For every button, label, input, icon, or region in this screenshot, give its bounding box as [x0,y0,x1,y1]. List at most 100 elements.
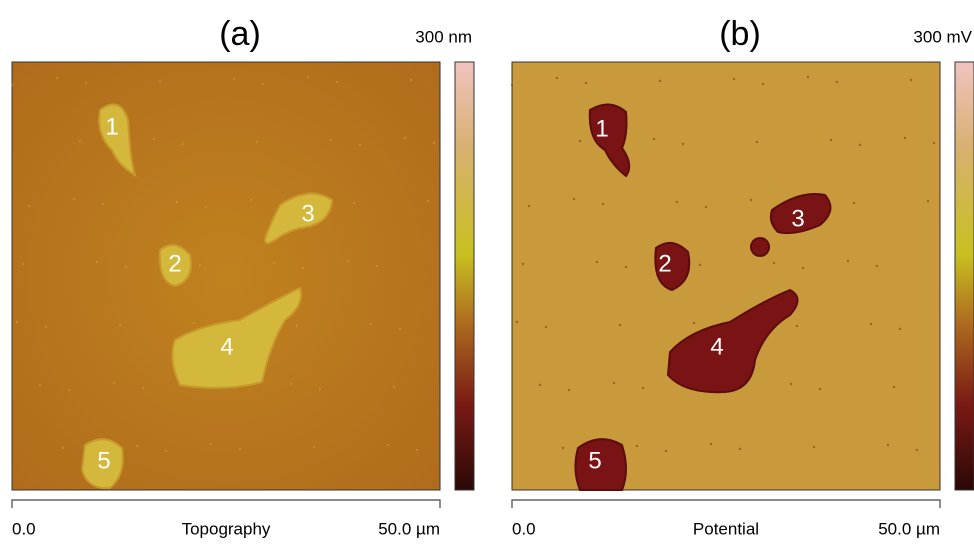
domain-label: 2 [168,250,181,277]
axis-bracket [511,499,941,508]
speck [829,138,833,142]
domain [264,192,334,245]
speck [789,382,793,386]
speck [112,381,116,385]
speck [15,320,19,324]
speck [932,141,936,145]
speck [704,205,708,209]
speck [806,75,810,79]
speck [329,138,333,142]
speck [192,321,196,325]
speck [635,444,639,448]
speck [255,140,259,144]
speck [738,447,742,451]
speck [801,266,805,270]
speck [538,383,542,387]
domain-label: 5 [588,447,601,474]
speck [21,262,25,266]
speck [84,81,88,85]
speck [398,327,402,331]
speck [44,325,48,329]
domain-label: 3 [791,205,804,232]
speck [61,446,65,450]
speck [886,443,890,447]
speck [761,82,765,86]
speck [732,77,736,81]
panel: 1 2 3 4 5 (b) 300 mV 0.0 Potential 50.0 µm [510,15,974,538]
axis-end: 50.0 µm [378,519,440,538]
domain [588,103,631,178]
speck [641,386,645,390]
domain-label: 2 [658,250,671,277]
speck [249,198,253,202]
scale-max: 300 nm [415,27,472,46]
speck [289,382,293,386]
domain [171,286,302,389]
speck [198,263,202,267]
speck [158,79,162,83]
speck [335,80,339,84]
speck [755,140,759,144]
axis-label: Potential [693,519,759,538]
speck [892,385,896,389]
speck [101,202,105,206]
domain [80,438,124,490]
speck [578,139,582,143]
panel: 1 2 3 4 5 (a) 300 nm 0.0 Topography 50.0 µm [10,15,475,538]
speck [601,202,605,206]
axis-start: 0.0 [512,519,536,538]
speck [510,83,514,87]
speck [835,80,839,84]
speck [926,199,930,203]
speck [358,143,362,147]
speck [238,447,242,451]
domain-label: 3 [301,200,314,227]
domain [98,103,137,178]
speck [612,381,616,385]
scan-image [511,61,941,491]
speck [915,448,919,452]
speck [903,136,907,140]
speck [55,76,59,80]
speck [846,259,850,263]
speck [652,137,656,141]
speck [118,323,122,327]
speck [432,141,436,145]
speck [301,266,305,270]
speck [909,78,913,82]
axis-bracket [11,499,441,508]
speck [164,449,168,453]
colorbar [954,61,974,491]
speck [124,265,128,269]
speck [584,81,588,85]
speck [72,197,76,201]
speck [852,201,856,205]
domain [158,244,192,288]
speck [749,198,753,202]
speck [352,201,356,205]
speck [869,322,873,326]
panel-label: (a) [219,15,261,53]
speck [544,325,548,329]
speck [209,442,213,446]
speck [595,260,599,264]
speck [135,444,139,448]
axis-start: 0.0 [12,519,36,538]
speck [386,443,390,447]
domain-label: 1 [105,113,118,140]
speck [898,327,902,331]
speck [521,262,525,266]
speck [232,77,236,81]
speck [295,324,299,328]
speck [10,83,14,87]
speck [78,139,82,143]
speck [772,261,776,265]
speck [515,320,519,324]
speck [261,82,265,86]
domain [666,288,799,394]
speck [175,200,179,204]
speck [561,446,565,450]
speck [555,76,559,80]
speck [272,261,276,265]
